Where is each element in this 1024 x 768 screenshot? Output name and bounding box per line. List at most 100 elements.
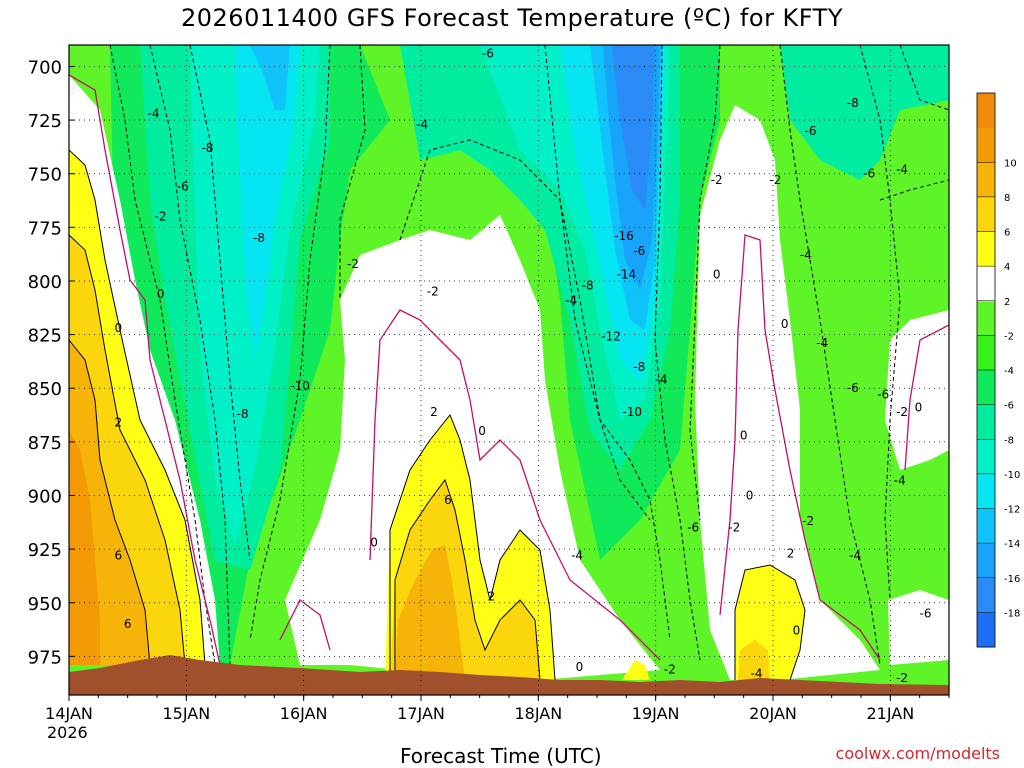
band-minus16-b	[612, 45, 655, 210]
contour-line	[149, 45, 231, 666]
colorbar-label: 4	[1004, 262, 1010, 273]
contour-label: -12	[601, 330, 621, 344]
colorbar-label: -12	[1004, 505, 1020, 516]
contour-label: -6	[177, 180, 189, 194]
contour-label: 0	[713, 268, 721, 282]
warm-2-19jan	[622, 660, 650, 680]
contour-label: -10	[290, 379, 310, 393]
y-tick-label: 925	[28, 540, 62, 561]
contour-label: -6	[877, 388, 889, 402]
contour-label: -6	[633, 244, 645, 258]
colorbar-swatch	[977, 335, 995, 371]
contour-label: -8	[847, 96, 859, 110]
contour-line	[339, 45, 366, 300]
x-tick-label: 17JAN	[397, 704, 445, 723]
contour-label: 0	[793, 624, 801, 638]
contour-label: -4	[565, 293, 577, 307]
colorbar-swatch	[977, 577, 995, 613]
contour-label: -8	[237, 407, 249, 421]
contour-label: 0	[740, 428, 748, 442]
colorbar-swatch	[977, 543, 995, 579]
contour-label: 2	[430, 405, 438, 419]
contour-label: 6	[114, 549, 122, 563]
credit-link[interactable]: coolwx.com/modelts	[835, 744, 1000, 763]
colorbar-swatch	[977, 266, 995, 302]
warm-contour	[69, 234, 186, 666]
colorbar-swatch	[977, 612, 995, 648]
contour-label: 0	[781, 317, 789, 331]
x-tick-label: 18JAN	[514, 704, 562, 723]
contour-label: 2	[488, 589, 496, 603]
colorbar-swatch	[977, 439, 995, 475]
zero-contour	[904, 324, 949, 471]
contour-label: -2	[896, 405, 908, 419]
colorbar-label: 8	[1004, 193, 1010, 204]
x-tick-label: 15JAN	[162, 704, 210, 723]
warm-contour	[389, 414, 556, 681]
chart-title: 2026011400 GFS Forecast Temperature (ºC)…	[181, 4, 843, 32]
contour-label: -2	[896, 671, 908, 685]
contour-label: 0	[746, 488, 754, 502]
colorbar-label: -4	[1004, 366, 1014, 377]
contour-line	[859, 45, 901, 601]
contour-label: -4	[147, 107, 159, 121]
x-year-label: 2026	[47, 723, 88, 742]
y-tick-label: 775	[28, 218, 62, 239]
colorbar: -18 -16 -14 -12 -10 -8 -6 -4 -2 2 4 6 8 10	[976, 92, 1020, 648]
colorbar-swatch	[977, 196, 995, 232]
contour-label: -2	[711, 173, 723, 187]
contour-label: -4	[849, 549, 861, 563]
warm-4-20jan	[738, 640, 770, 680]
colorbar-label: -16	[1004, 574, 1020, 585]
contour-label: -2	[769, 173, 781, 187]
x-axis-title: Forecast Time (UTC)	[400, 744, 602, 768]
contour-label: -2	[155, 210, 167, 224]
contour-label: -2	[347, 257, 359, 271]
colorbar-label: 10	[1004, 158, 1017, 169]
warm-contour	[394, 478, 541, 681]
colorbar-label: -10	[1004, 470, 1020, 481]
contour-label: -4	[800, 248, 812, 262]
colorbar-label: 2	[1004, 297, 1010, 308]
contour-label: 0	[157, 287, 165, 301]
band-minus12-a	[235, 45, 300, 360]
contour-label: -14	[617, 268, 637, 282]
contour-label: -2	[728, 521, 740, 535]
contour-label: 6	[124, 617, 132, 631]
colorbar-swatch	[977, 127, 995, 163]
contour-label: -8	[201, 141, 213, 155]
x-tick-label: 20JAN	[749, 704, 797, 723]
contour-label: 2	[787, 546, 795, 560]
warm-contour	[69, 149, 206, 666]
contour-label: -6	[805, 124, 817, 138]
contour-line	[779, 45, 881, 666]
zero-band-20jan	[695, 105, 880, 680]
contour-label: -8	[253, 231, 265, 245]
contour-label: -8	[582, 278, 594, 292]
contour-label: -4	[571, 549, 583, 563]
colorbar-swatch	[977, 370, 995, 406]
contour-labels: -4 -8 -6 -2 -8 0 0 2 6 6 -8 -10 -2 -4 -2 2 0 6 0 2 -6 -8 -4 -16…	[114, 47, 931, 685]
contour-label: 0	[915, 401, 923, 415]
contour-label: 0	[114, 321, 122, 335]
contour-line	[879, 179, 949, 201]
colorbar-label: -6	[1004, 401, 1014, 412]
contour-line	[899, 45, 949, 111]
zero-band-east-low	[888, 590, 949, 665]
contour-line	[249, 45, 331, 641]
contour-line	[189, 45, 251, 561]
warm-contour	[69, 339, 151, 666]
grid	[69, 45, 949, 695]
contour-line	[109, 45, 216, 666]
contour-label: 6	[444, 493, 452, 507]
zero-contour	[369, 309, 661, 661]
warm-6-17jan	[395, 545, 465, 680]
contour-label: -2	[427, 285, 439, 299]
y-tick-label: 875	[28, 433, 62, 454]
colorbar-swatch	[977, 473, 995, 509]
warm-contour	[734, 564, 806, 681]
ground-terrain	[69, 655, 949, 695]
contour-label: -4	[894, 473, 906, 487]
band-minus6-east	[780, 45, 949, 180]
